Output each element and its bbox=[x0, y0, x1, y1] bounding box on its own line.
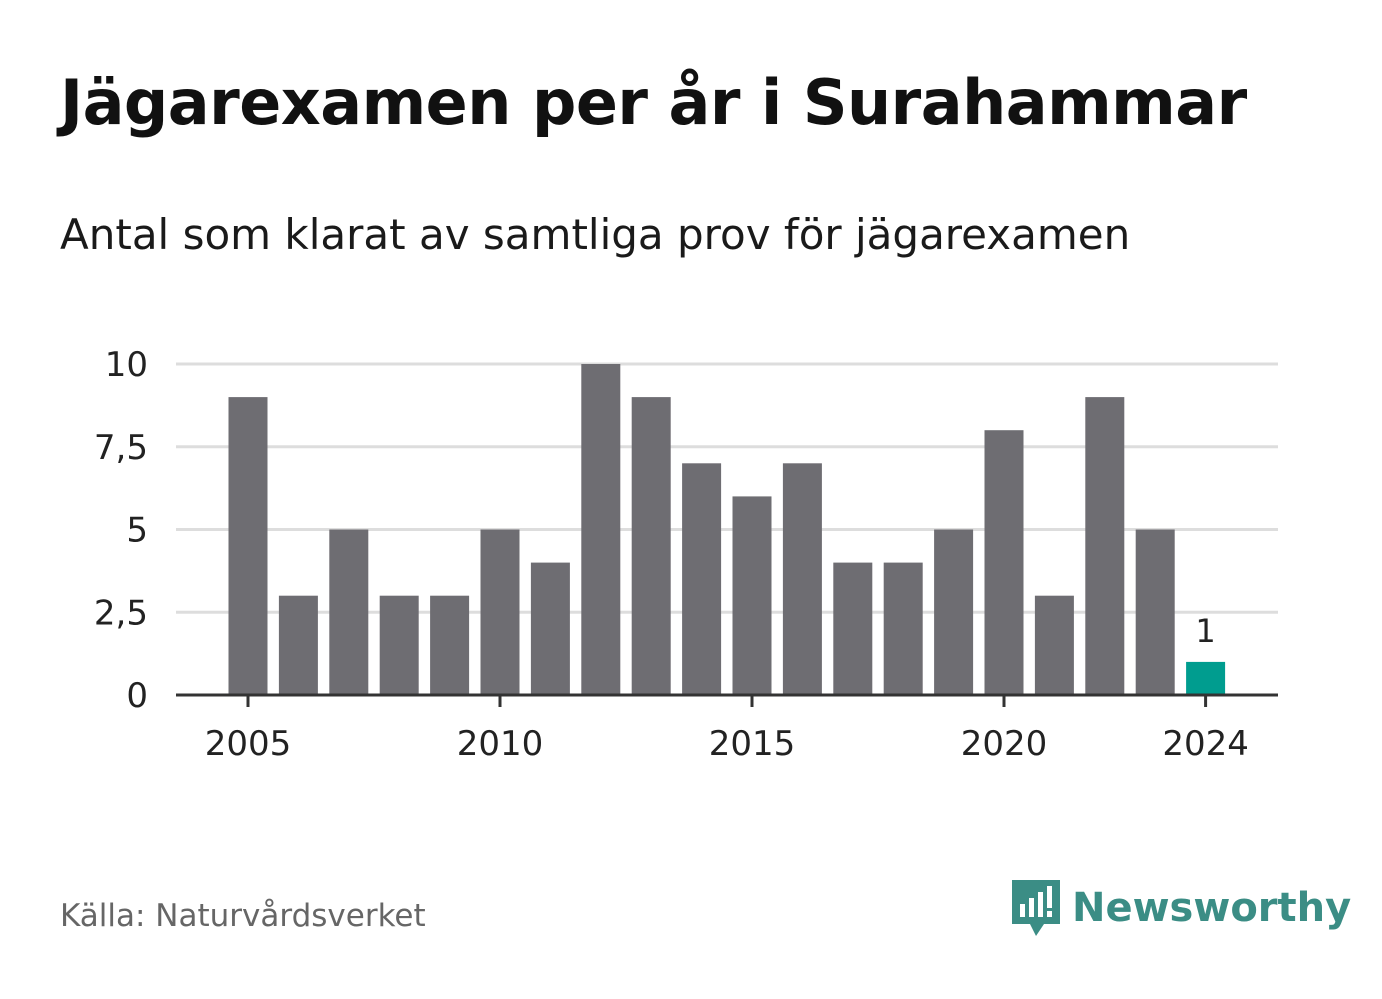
x-tick-label: 2005 bbox=[205, 724, 292, 764]
brand-name: Newsworthy bbox=[1072, 885, 1352, 931]
bar bbox=[379, 595, 419, 695]
chart-title: Jägarexamen per år i Surahammar bbox=[60, 66, 1247, 139]
bar bbox=[833, 562, 873, 695]
x-tick-label: 2020 bbox=[961, 724, 1048, 764]
x-tick-label: 2024 bbox=[1162, 724, 1249, 764]
newsworthy-logo-icon bbox=[1012, 880, 1060, 936]
y-tick-label: 5 bbox=[126, 511, 148, 551]
bar bbox=[1085, 397, 1125, 695]
bar bbox=[883, 562, 923, 695]
data-label: 1 bbox=[1195, 612, 1215, 650]
y-tick-label: 10 bbox=[105, 345, 148, 385]
bar bbox=[631, 397, 671, 695]
bar bbox=[228, 397, 268, 695]
bar bbox=[934, 529, 974, 695]
y-tick-label: 7,5 bbox=[94, 428, 148, 468]
y-tick-label: 0 bbox=[126, 676, 148, 716]
bar bbox=[480, 529, 520, 695]
bar bbox=[530, 562, 570, 695]
bar bbox=[732, 496, 772, 695]
bar bbox=[581, 364, 621, 695]
x-tick-label: 2015 bbox=[709, 724, 796, 764]
bar bbox=[278, 595, 318, 695]
chart-subtitle: Antal som klarat av samtliga prov för jä… bbox=[60, 210, 1131, 259]
bar bbox=[1034, 595, 1074, 695]
bar bbox=[782, 463, 822, 695]
bar bbox=[1135, 529, 1175, 695]
bar bbox=[329, 529, 369, 695]
bar bbox=[1186, 661, 1226, 695]
y-tick-label: 2,5 bbox=[94, 593, 148, 633]
x-tick-label: 2010 bbox=[457, 724, 544, 764]
source-note: Källa: Naturvårdsverket bbox=[60, 898, 426, 934]
bar bbox=[430, 595, 470, 695]
bar bbox=[682, 463, 722, 695]
brand-logo: Newsworthy bbox=[1010, 878, 1351, 938]
bar bbox=[984, 430, 1024, 695]
